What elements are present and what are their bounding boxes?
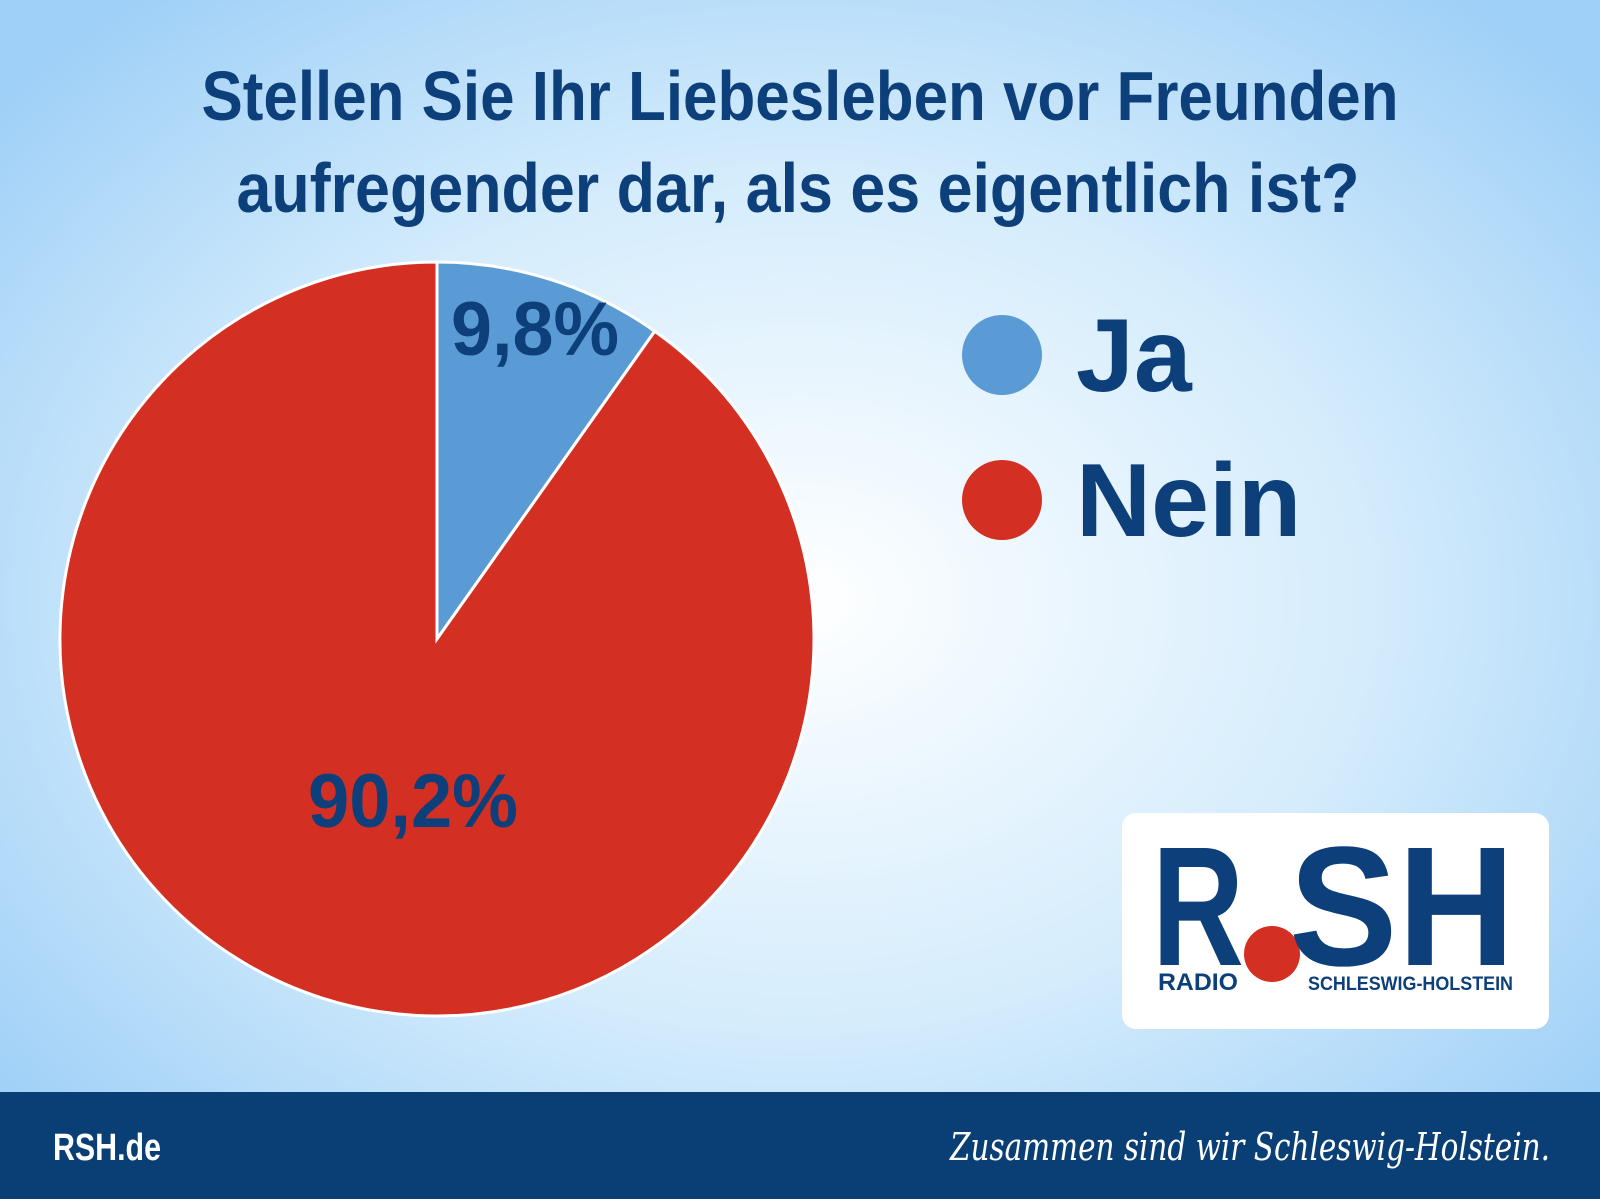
logo: R SH RADIO SCHLESWIG-HOLSTEIN (1122, 812, 1549, 1029)
logo-text: RADIO (1158, 969, 1238, 996)
logo-box (1122, 813, 1549, 1029)
legend-label: Ja (1076, 298, 1193, 414)
data-label: 90,2% (308, 759, 518, 844)
data-label: 9,8% (451, 287, 619, 372)
legend-label: Nein (1076, 443, 1301, 559)
logo-letter: R (1152, 812, 1244, 1002)
pie-slice (435, 260, 657, 644)
logo-text: SCHLESWIG-HOLSTEIN (1308, 974, 1513, 995)
footer-site: RSH.de (53, 1127, 161, 1169)
chart-title: Stellen Sie Ihr Liebesleben vor Freunden (202, 57, 1399, 135)
logo-dot (1244, 926, 1300, 982)
logo-letters: SH (1289, 812, 1515, 1002)
legend-swatch (962, 315, 1042, 395)
legend-swatch (962, 460, 1042, 540)
footer-band (0, 1092, 1600, 1199)
footer-slogan: Zusammen sind wir Schleswig-Holstein. (949, 1125, 1550, 1169)
chart-title: aufregender dar, als es eigentlich ist? (237, 149, 1360, 227)
pie-slice (58, 260, 816, 1018)
